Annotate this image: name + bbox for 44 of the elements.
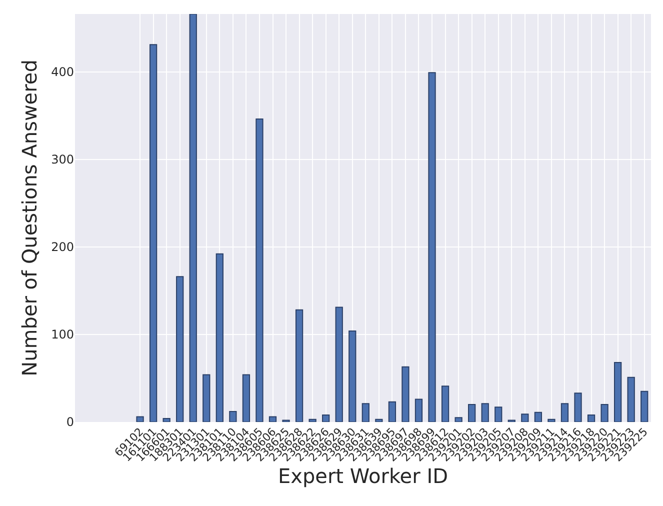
y-tick-label: 0 [66,415,74,430]
bar [256,118,264,422]
bar [428,72,436,422]
bar [202,374,210,422]
y-tick-label: 200 [51,240,74,254]
bar [534,412,542,422]
bar [574,392,582,422]
bar [494,406,502,422]
bar [600,404,608,422]
bar [242,374,250,422]
bar [454,417,462,422]
bar [441,386,450,422]
bar [521,414,529,422]
bar [268,416,277,422]
bar [216,253,224,422]
bar [481,403,489,422]
bar [627,376,635,422]
bar [362,403,370,422]
bar [335,306,343,422]
y-tick-label: 300 [51,152,74,167]
bar [614,362,622,422]
y-tick-label: 400 [51,64,74,79]
bar [640,390,648,422]
bar [548,418,556,422]
bar [587,414,596,422]
x-axis-title: Expert Worker ID [278,464,448,488]
y-tick-label: 100 [51,328,74,342]
bar [295,309,304,422]
bar [402,366,410,422]
y-axis-title: Number of Questions Answered [18,60,42,376]
bar [229,410,237,422]
bar [468,404,476,422]
bar [375,418,383,422]
bar [176,276,184,422]
bar [388,401,396,422]
bar [560,403,569,422]
bar [149,44,158,422]
bar [162,418,170,422]
bar [136,416,144,422]
bar [308,418,316,422]
bar [322,414,330,422]
bar [189,14,197,422]
bar [414,398,423,422]
bar [348,330,356,422]
